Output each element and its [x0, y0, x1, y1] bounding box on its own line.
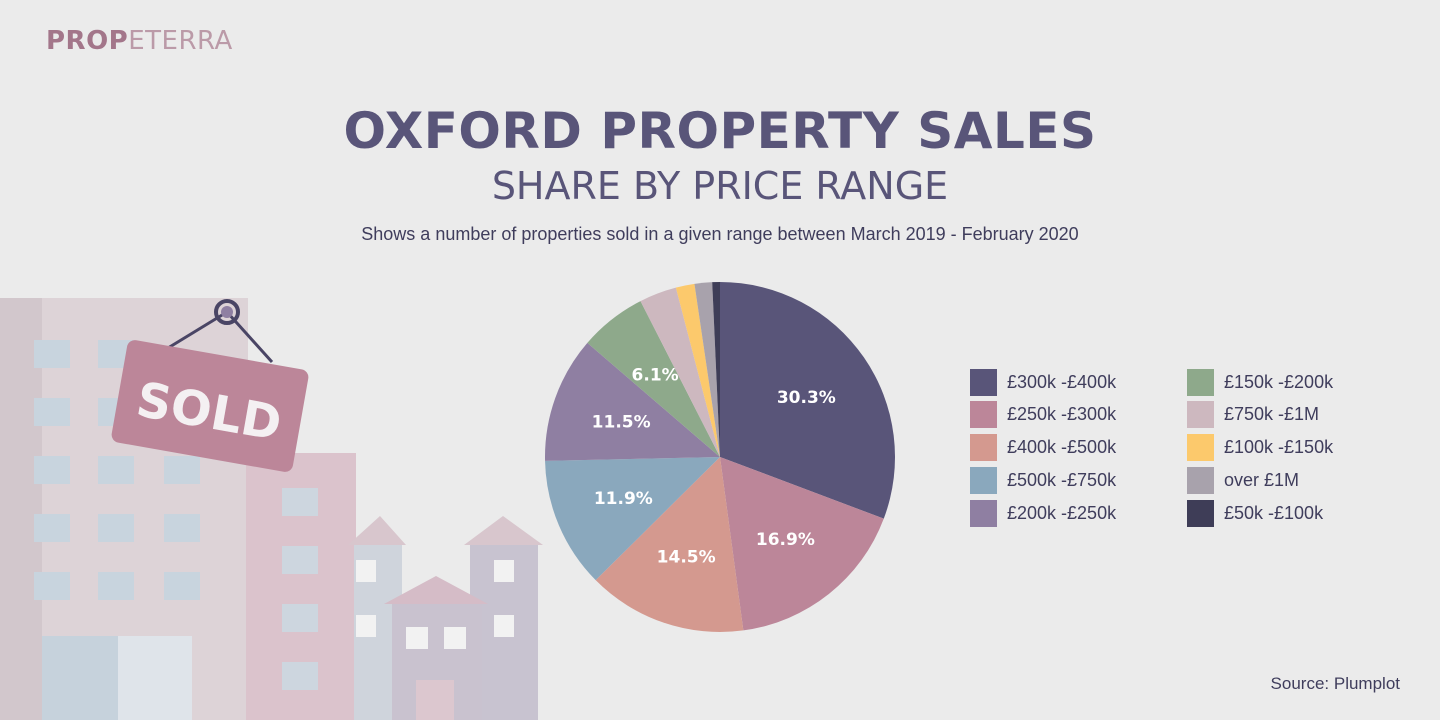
pie-slice-7: [675, 283, 720, 457]
legend-label: £150k -£200k: [1224, 371, 1334, 392]
pie-slice-label-4: 11.5%: [592, 413, 651, 433]
brand-logo-part1: PROP: [46, 26, 129, 56]
legend-item: £50k -£100k: [1187, 499, 1387, 527]
buildings-sold-sign-illustration: SOLD: [0, 298, 543, 720]
brand-logo: PROPETERRA: [46, 26, 233, 56]
pie-slice-label-5: 6.1%: [632, 365, 679, 385]
legend-item: £300k -£400k: [970, 368, 1187, 396]
legend-label: £200k -£250k: [1007, 502, 1117, 523]
legend-item: over £1M: [1187, 466, 1387, 494]
legend-label: £50k -£100k: [1224, 502, 1324, 523]
chart-description: Shows a number of properties sold in a g…: [361, 224, 1079, 244]
pie-slice-3: [545, 457, 720, 581]
chart-title: OXFORD PROPERTY SALES: [343, 102, 1097, 160]
pie-slice-label-1: 16.9%: [756, 530, 815, 550]
legend-item: £150k -£200k: [1187, 368, 1387, 396]
legend-item: £750k -£1M: [1187, 401, 1387, 429]
pie-slice-label-2: 14.5%: [657, 547, 716, 567]
pie-slice-label-0: 30.3%: [777, 388, 836, 408]
legend-item: £250k -£300k: [970, 401, 1187, 429]
legend-swatch: [1187, 401, 1214, 429]
pie-slice-5: [587, 301, 720, 457]
pie-slice-0: [720, 282, 895, 519]
legend-label: £100k -£150k: [1224, 437, 1334, 458]
legend-label: £250k -£300k: [1007, 404, 1117, 425]
pie-slice-4: [545, 342, 720, 461]
pie-slice-9: [712, 282, 720, 457]
legend-label: £400k -£500k: [1007, 437, 1117, 458]
legend-swatch: [970, 499, 997, 527]
pie-slice-6: [640, 287, 720, 457]
chart-subtitle: SHARE BY PRICE RANGE: [491, 164, 949, 208]
legend-swatch: [970, 434, 997, 462]
legend-label: over £1M: [1224, 469, 1300, 490]
legend-swatch: [970, 401, 997, 429]
legend-item: £200k -£250k: [970, 499, 1187, 527]
legend-item: £400k -£500k: [970, 434, 1187, 462]
chart-source: Source: Plumplot: [1270, 674, 1400, 693]
legend-swatch: [1187, 434, 1214, 462]
pie-slice-2: [595, 457, 744, 632]
legend-item: £500k -£750k: [970, 466, 1187, 494]
legend-label: £500k -£750k: [1007, 469, 1117, 490]
legend-swatch: [970, 368, 997, 396]
pie-slice-8: [694, 282, 720, 457]
legend-label: £750k -£1M: [1224, 404, 1320, 425]
pie-slice-label-3: 11.9%: [594, 489, 653, 509]
legend-swatch: [970, 466, 997, 494]
pie-slice-1: [720, 457, 884, 631]
legend-swatch: [1187, 499, 1214, 527]
legend-label: £300k -£400k: [1007, 371, 1117, 392]
legend-swatch: [1187, 368, 1214, 396]
legend-item: £100k -£150k: [1187, 434, 1387, 462]
legend-swatch: [1187, 466, 1214, 494]
brand-logo-part2: ETERRA: [128, 26, 233, 56]
chart-legend: £300k -£400k £250k -£300k £400k -£500k £500…: [970, 368, 1390, 532]
pie-chart: 30.3% 16.9% 14.5% 11.9% 11.5% 6.1%: [545, 282, 895, 632]
